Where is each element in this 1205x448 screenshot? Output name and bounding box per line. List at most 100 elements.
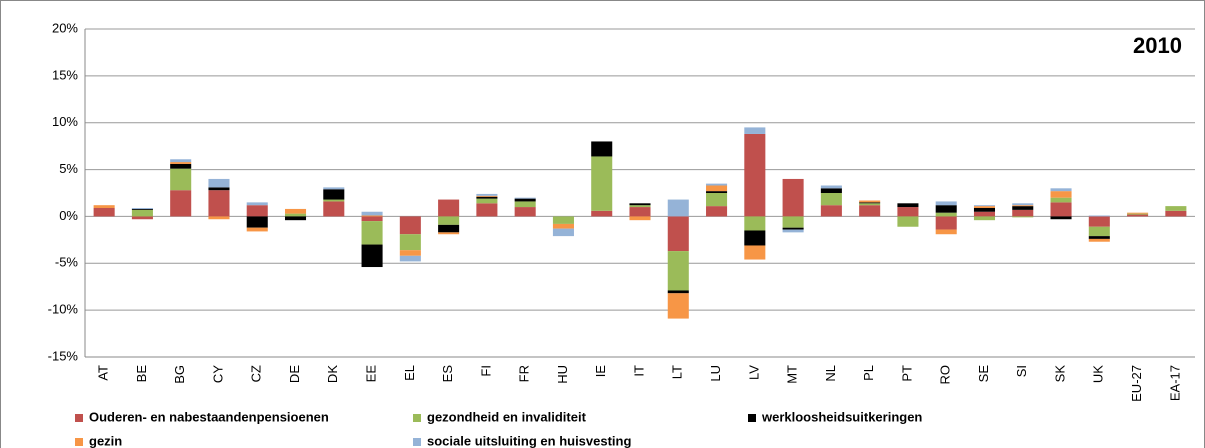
bar-segment (476, 203, 498, 217)
annotation: 2010 (1133, 33, 1182, 58)
legend-label: sociale uitsluiting en huisvesting (427, 433, 631, 448)
bar-segment (361, 221, 383, 245)
x-tick-label: IE (593, 365, 608, 378)
x-tick-label: EE (364, 365, 379, 383)
x-tick-label: MT (785, 365, 800, 384)
bar-segment (361, 216, 383, 222)
bar-segment (246, 205, 268, 217)
bar-segment (361, 211, 383, 216)
bar-segment (131, 216, 153, 220)
bar-segment (820, 185, 842, 189)
bar-segment (629, 203, 651, 206)
bar-segment (744, 133, 766, 217)
bar-segment (1127, 212, 1149, 214)
bar-segment (591, 141, 613, 157)
bar-segment (859, 205, 881, 217)
legend-swatch (413, 414, 421, 422)
bar-segment (1165, 210, 1187, 217)
bar-segment (667, 216, 689, 252)
bar-segment (744, 230, 766, 246)
y-tick-label: -15% (48, 348, 79, 363)
bar-segment (591, 210, 613, 217)
bar-segment (1050, 202, 1072, 217)
bar-segment (935, 216, 957, 230)
bar-segment (131, 207, 153, 209)
bar-segment (514, 207, 536, 217)
bar-segment (438, 199, 460, 217)
legend-label: werkloosheidsuitkeringen (761, 409, 922, 424)
bar-segment (973, 207, 996, 212)
bar-segment (399, 234, 421, 251)
bar-segment (170, 159, 192, 163)
legend-swatch (75, 438, 83, 446)
bar-segment (438, 232, 460, 235)
bar-segment (514, 198, 536, 202)
x-tick-label: SE (976, 365, 991, 383)
bar-segment (629, 216, 651, 221)
bar-segment (552, 223, 574, 229)
bar-segment (399, 255, 421, 262)
x-tick-label: BE (134, 365, 149, 383)
bar-segment (1088, 236, 1110, 239)
bar-segment (399, 250, 421, 256)
legend-swatch (75, 414, 83, 422)
bar-segment (591, 156, 613, 211)
bar-segment (744, 245, 766, 260)
x-tick-label: PT (899, 365, 914, 382)
bar-segment (1050, 191, 1072, 198)
bar-segment (782, 229, 804, 233)
legend-label: gezin (89, 433, 122, 448)
bar-segment (323, 201, 345, 217)
bar-segment (170, 168, 192, 191)
y-tick-label: 10% (52, 114, 78, 129)
bar-segment (897, 216, 919, 227)
y-tick-label: 5% (59, 161, 78, 176)
bar-segment (476, 193, 498, 196)
bar-segment (246, 227, 268, 232)
x-tick-label: BG (172, 365, 187, 384)
bar-segment (208, 178, 230, 188)
bar-segment (820, 193, 842, 206)
legend-label: Ouderen- en nabestaandenpensioenen (89, 409, 329, 424)
bar-segment (629, 207, 651, 217)
x-tick-label: EA-17 (1167, 365, 1182, 401)
bar-segment (782, 178, 804, 217)
bar-segment (1050, 188, 1072, 192)
bar-segment (1088, 215, 1110, 217)
bar-segment (935, 212, 957, 217)
bar-segment (1050, 216, 1072, 220)
bar-segment (706, 185, 728, 192)
x-tick-label: FR (517, 365, 532, 382)
bar-segment (552, 228, 574, 237)
bar-segment (820, 188, 842, 193)
bar-segment (93, 207, 115, 217)
x-tick-label: DE (287, 365, 302, 383)
bar-segment (1127, 214, 1149, 217)
x-tick-label: EU-27 (1129, 365, 1144, 402)
bar-segment (667, 293, 689, 319)
x-tick-label: CY (210, 365, 225, 383)
x-tick-label: DK (325, 365, 340, 383)
bar-segment (208, 187, 230, 191)
bar-segment (859, 202, 881, 204)
bar-segment (706, 183, 728, 186)
x-tick-label: FI (478, 365, 493, 377)
bar-segment (170, 162, 192, 164)
bar-segment (323, 189, 345, 200)
x-tick-label: EL (402, 365, 417, 381)
bar-segment (1088, 238, 1110, 242)
bar-segment (706, 206, 728, 217)
y-tick-label: -5% (55, 255, 79, 270)
bar-segment (859, 203, 881, 206)
x-tick-label: LV (746, 365, 761, 380)
bar-segment (1012, 206, 1034, 210)
bar-segment (1050, 197, 1072, 203)
bar-segment (284, 208, 307, 214)
bar-segment (399, 216, 421, 235)
bar-segment (208, 216, 230, 220)
bar-segment (1088, 216, 1110, 227)
bar-segment (1088, 226, 1110, 237)
bar-segment (323, 187, 345, 190)
bar-segment (131, 208, 153, 210)
